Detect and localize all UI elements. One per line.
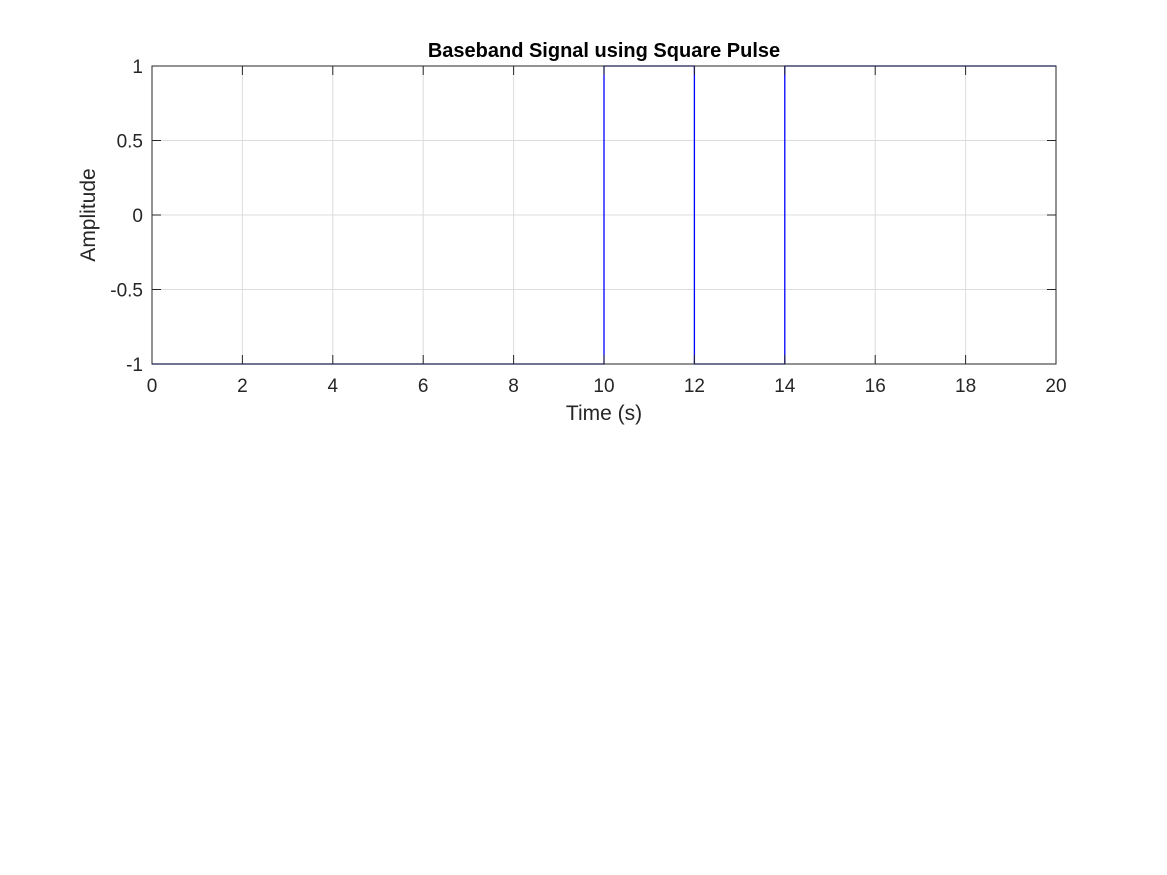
signal-series-line [152,65,1056,365]
x-tick-label: 2 [237,376,248,397]
x-tick-label: 8 [508,376,519,397]
tick-marks [151,65,1057,365]
y-axis-label: Amplitude [77,168,100,261]
x-tick-label: 4 [328,376,339,397]
series-layer [152,65,1056,365]
y-tick-label: 0.5 [117,132,143,153]
x-axis-label: Time (s) [566,402,642,425]
y-tick-label: 1 [132,57,143,78]
x-tick-labels: 0 2 4 6 8 10 12 14 16 18 20 [147,376,1067,397]
chart-title: Baseband Signal using Square Pulse [428,40,780,62]
x-tick-label: 0 [147,376,158,397]
x-tick-label: 12 [684,376,705,397]
x-tick-label: 20 [1045,376,1066,397]
plot-area [151,65,1057,365]
x-tick-label: 6 [418,376,429,397]
x-tick-label: 14 [774,376,796,397]
y-tick-label: -0.5 [110,281,143,302]
y-tick-label: 0 [132,206,143,227]
y-tick-label: -1 [126,355,143,376]
x-tick-label: 18 [955,376,976,397]
y-tick-labels: -1 -0.5 0 0.5 1 [110,57,143,376]
x-tick-label: 16 [865,376,886,397]
x-tick-label: 10 [593,376,614,397]
